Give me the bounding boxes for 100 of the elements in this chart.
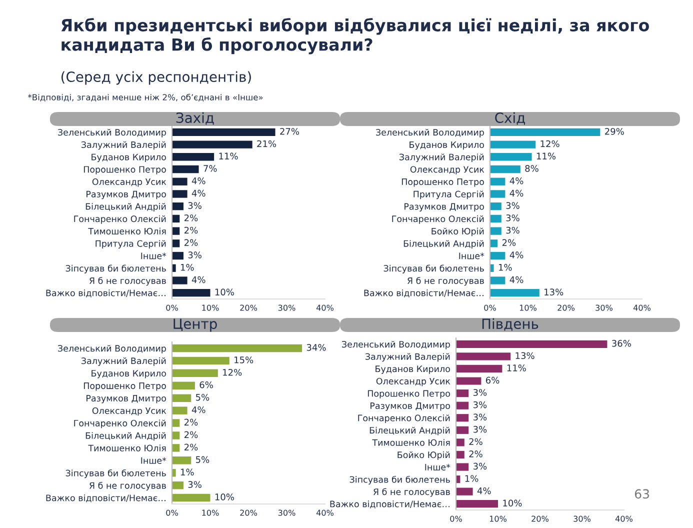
chart-title: Схід bbox=[495, 112, 525, 125]
bar bbox=[456, 402, 469, 410]
bar bbox=[172, 444, 180, 452]
y-tick-label: Олександр Усик bbox=[92, 178, 166, 187]
bar bbox=[456, 352, 511, 360]
y-tick-label: Буданов Кирило bbox=[410, 141, 484, 150]
data-label: 11% bbox=[536, 152, 556, 160]
bar bbox=[490, 214, 502, 223]
bar bbox=[172, 140, 252, 148]
y-tick-label: Залужний Валерій bbox=[82, 141, 166, 150]
data-label: 15% bbox=[234, 356, 254, 364]
data-label: 5% bbox=[196, 456, 210, 464]
data-label: 12% bbox=[223, 368, 242, 376]
data-label: 4% bbox=[510, 190, 524, 197]
bar bbox=[172, 227, 180, 235]
bar bbox=[172, 369, 218, 378]
bar bbox=[172, 288, 210, 297]
y-tick-label: Білецький Андрій bbox=[86, 202, 166, 212]
y-tick-label: Олександр Усик bbox=[92, 407, 166, 416]
data-label: 4% bbox=[477, 487, 491, 494]
data-label: 3% bbox=[506, 202, 520, 209]
bar bbox=[172, 153, 214, 161]
y-tick-label: Інше* bbox=[459, 252, 484, 260]
data-label: 3% bbox=[188, 252, 202, 258]
y-tick-label: Разумков Дмитро bbox=[404, 203, 484, 212]
bar bbox=[172, 240, 180, 248]
x-tick-label: 0% bbox=[166, 510, 178, 516]
y-tick-label: Важко відповісти/Немає… bbox=[330, 500, 450, 508]
data-label: 3% bbox=[188, 202, 202, 209]
y-tick-label: Зіпсував би бюлетень bbox=[384, 264, 484, 274]
bar bbox=[172, 264, 176, 272]
bar bbox=[172, 202, 184, 210]
x-tick-label: 30% bbox=[574, 516, 591, 522]
text: Якби президентські вибори відбувалися цієї неділі, за якого кандидата Ви б проголосували? bbox=[61, 18, 650, 54]
data-label: 7% bbox=[204, 165, 217, 172]
y-tick-label: Залужний Валерій bbox=[400, 154, 484, 162]
y-tick-label: Бойко Юрій bbox=[432, 228, 484, 236]
bar bbox=[490, 276, 506, 284]
bar bbox=[456, 450, 464, 459]
bar bbox=[490, 202, 502, 210]
bar bbox=[172, 276, 188, 284]
data-label: 4% bbox=[192, 177, 206, 184]
bar bbox=[490, 288, 540, 297]
data-label: 2% bbox=[184, 226, 198, 234]
y-tick-label: Я б не голосував bbox=[90, 482, 166, 491]
data-label: 1% bbox=[180, 468, 194, 476]
y-tick-label: Олександр Усик bbox=[410, 166, 484, 174]
y-tick-label: Зеленський Володимир bbox=[58, 128, 166, 138]
data-label: 27% bbox=[280, 128, 300, 135]
y-tick-label: Разумков Дмитро bbox=[86, 190, 166, 200]
x-tick-label: 20% bbox=[240, 304, 258, 311]
data-label: 2% bbox=[469, 450, 482, 458]
data-label: 12% bbox=[540, 140, 560, 148]
y-tick-label: Я б не голосував bbox=[408, 277, 484, 286]
data-label: 13% bbox=[544, 288, 564, 296]
x-tick-label: 40% bbox=[316, 304, 334, 311]
bar bbox=[456, 377, 482, 385]
data-label: 36% bbox=[612, 340, 631, 347]
y-tick-label: Важко відповісти/Немає… bbox=[364, 289, 484, 298]
bar bbox=[172, 356, 230, 365]
y-tick-label: Зеленський Володимир bbox=[342, 340, 450, 350]
bar bbox=[490, 165, 520, 174]
y-tick-label: Притула Сергій bbox=[96, 240, 166, 249]
bar bbox=[490, 190, 506, 198]
text: 63 bbox=[634, 489, 649, 499]
data-label: 2% bbox=[184, 418, 198, 426]
data-label: 13% bbox=[516, 352, 534, 360]
data-label: 1% bbox=[498, 264, 512, 271]
x-tick-label: 0% bbox=[166, 304, 178, 311]
bar bbox=[172, 494, 210, 502]
y-tick-label: Білецький Андрій bbox=[86, 432, 166, 441]
bar bbox=[172, 252, 184, 260]
y-tick-label: Буданов Кирило bbox=[92, 154, 166, 162]
bar bbox=[456, 340, 608, 348]
x-tick-label: 0% bbox=[450, 516, 462, 522]
x-tick-label: 10% bbox=[202, 304, 219, 311]
data-label: 1% bbox=[465, 475, 478, 482]
y-tick-label: Порошенко Петро bbox=[402, 178, 484, 187]
data-label: 3% bbox=[473, 389, 487, 396]
x-tick-label: 0% bbox=[484, 304, 496, 311]
data-label: 2% bbox=[184, 444, 198, 451]
y-tick-label: Залужний Валерій bbox=[366, 353, 450, 362]
y-tick-label: Разумков Дмитро bbox=[370, 402, 450, 411]
bar bbox=[172, 382, 195, 390]
y-tick-label: Гончаренко Олексій bbox=[74, 420, 166, 428]
y-tick-label: Гончаренко Олексій bbox=[392, 215, 484, 224]
y-tick-label: Зіпсував би бюлетень bbox=[350, 476, 450, 485]
bar bbox=[490, 264, 494, 272]
data-label: 4% bbox=[192, 406, 206, 414]
data-label: 3% bbox=[188, 481, 202, 488]
bar bbox=[490, 153, 532, 161]
y-tick-label: Зеленський Володимир bbox=[58, 344, 166, 354]
y-tick-label: Гончаренко Олексій bbox=[74, 215, 166, 224]
y-tick-label: Інше* bbox=[141, 457, 166, 464]
bar bbox=[456, 438, 464, 446]
data-label: 2% bbox=[184, 214, 198, 222]
bar bbox=[490, 252, 506, 260]
x-tick-label: 40% bbox=[615, 516, 633, 522]
y-tick-label: Порошенко Петро bbox=[84, 166, 166, 174]
bar bbox=[172, 456, 192, 464]
